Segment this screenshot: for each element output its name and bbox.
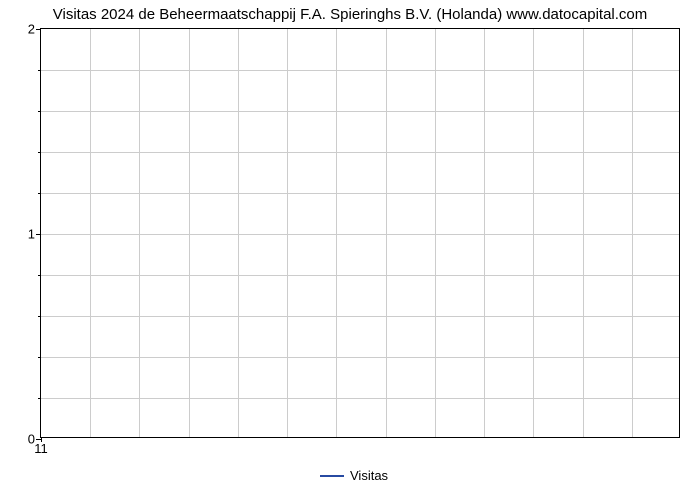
gridline-vertical bbox=[484, 29, 485, 437]
xtick-label: 11 bbox=[34, 441, 48, 456]
gridline-vertical bbox=[632, 29, 633, 437]
gridline-vertical bbox=[583, 29, 584, 437]
gridline-vertical bbox=[90, 29, 91, 437]
ytick-label: 1 bbox=[28, 227, 35, 242]
gridline-vertical bbox=[238, 29, 239, 437]
gridline-horizontal-minor bbox=[41, 398, 679, 399]
ytick-minor bbox=[38, 316, 41, 317]
gridline-vertical bbox=[189, 29, 190, 437]
gridline-vertical bbox=[139, 29, 140, 437]
ytick-minor bbox=[38, 275, 41, 276]
ytick-minor bbox=[38, 398, 41, 399]
gridline-horizontal-minor bbox=[41, 152, 679, 153]
ytick-minor bbox=[38, 111, 41, 112]
gridline-vertical bbox=[336, 29, 337, 437]
ytick-label: 2 bbox=[28, 22, 35, 37]
legend-line-icon bbox=[320, 475, 344, 477]
gridline-vertical bbox=[386, 29, 387, 437]
gridline-horizontal-minor bbox=[41, 111, 679, 112]
gridline-horizontal-minor bbox=[41, 193, 679, 194]
gridline-vertical bbox=[287, 29, 288, 437]
plot-area: 01211 bbox=[40, 28, 680, 438]
gridline-horizontal-minor bbox=[41, 275, 679, 276]
gridline-horizontal-minor bbox=[41, 357, 679, 358]
ytick-mark bbox=[36, 234, 41, 235]
visits-chart: Visitas 2024 de Beheermaatschappij F.A. … bbox=[0, 0, 700, 500]
ytick-minor bbox=[38, 193, 41, 194]
gridline-vertical bbox=[533, 29, 534, 437]
chart-title: Visitas 2024 de Beheermaatschappij F.A. … bbox=[0, 6, 700, 23]
gridline-horizontal bbox=[41, 234, 679, 235]
ytick-minor bbox=[38, 70, 41, 71]
ytick-mark bbox=[36, 29, 41, 30]
ytick-minor bbox=[38, 152, 41, 153]
legend-label: Visitas bbox=[350, 468, 388, 483]
gridline-horizontal-minor bbox=[41, 70, 679, 71]
gridline-horizontal-minor bbox=[41, 316, 679, 317]
chart-legend: Visitas bbox=[320, 468, 388, 483]
gridline-vertical bbox=[435, 29, 436, 437]
ytick-minor bbox=[38, 357, 41, 358]
